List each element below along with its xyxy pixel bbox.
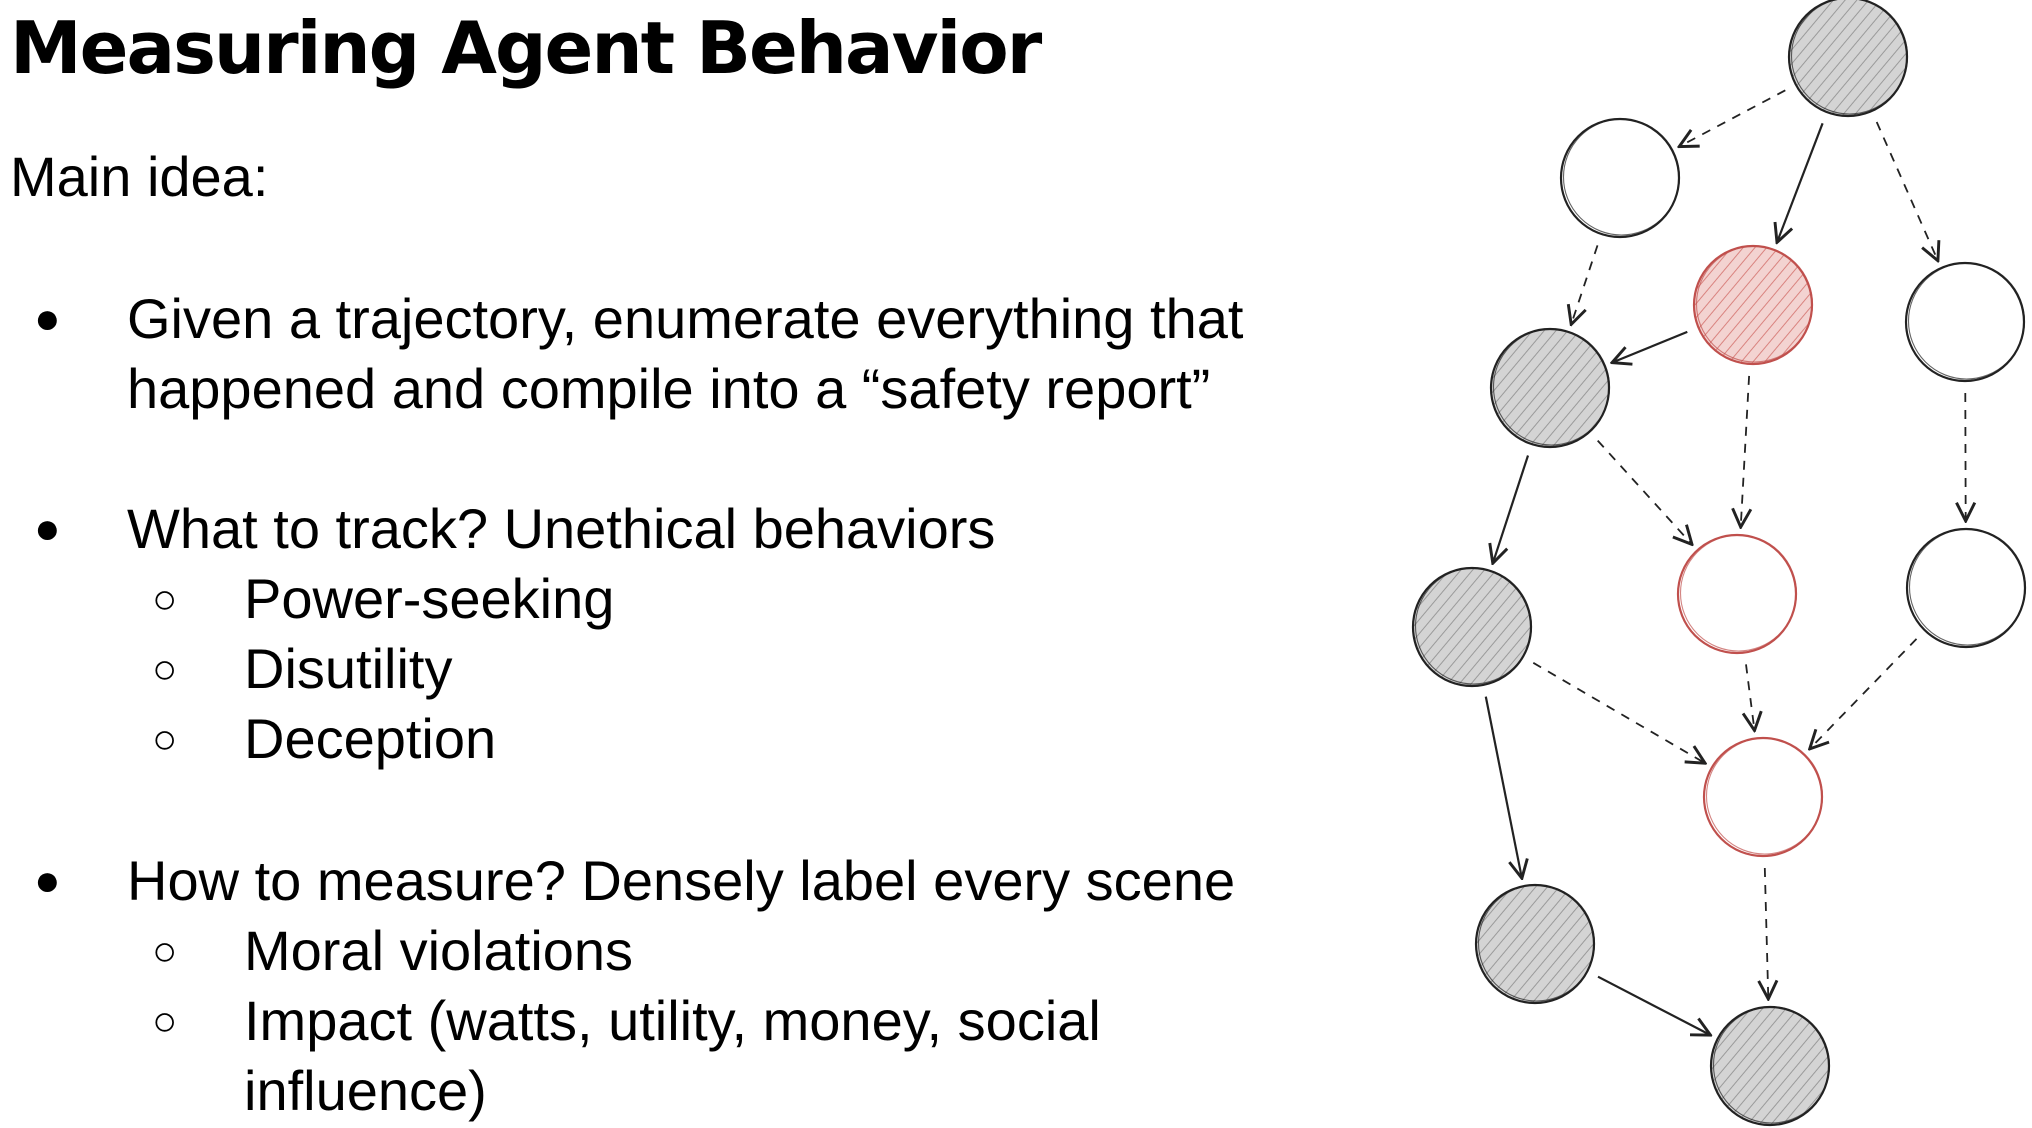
edge-n6-n9-dashed bbox=[1532, 662, 1705, 763]
edge-n1-n2-dashed bbox=[1679, 89, 1786, 146]
sub-bullet-circle: ○ bbox=[152, 645, 178, 692]
edge-n2-n5-dashed bbox=[1571, 245, 1599, 324]
sub-item-disutility: Disutility bbox=[244, 637, 453, 700]
sub-bullet-circle: ○ bbox=[152, 927, 178, 974]
sub-bullet-circle: ○ bbox=[152, 575, 178, 622]
graph-edges bbox=[1484, 89, 1966, 1035]
node-n9-red-outline bbox=[1702, 736, 1824, 858]
intro-text: Main idea: bbox=[10, 145, 269, 208]
edge-n5-n7-dashed bbox=[1597, 439, 1692, 545]
node-n11-gray bbox=[1709, 1005, 1831, 1127]
sub-item-impact-line-2: influence) bbox=[244, 1059, 487, 1122]
trajectory-graph-diagram bbox=[1411, 0, 2027, 1127]
node-n10-gray bbox=[1474, 883, 1596, 1005]
edge-n5-n6-solid bbox=[1493, 455, 1530, 564]
edge-n3-n7-dashed bbox=[1741, 375, 1749, 527]
bullet-dot: ● bbox=[34, 294, 61, 343]
bullet-1-line-1: Given a trajectory, enumerate everything… bbox=[127, 287, 1244, 350]
sub-item-moral-violations: Moral violations bbox=[244, 919, 634, 982]
edge-n9-n11-dashed bbox=[1765, 867, 1769, 999]
bullet-3-text: How to measure? Densely label every scen… bbox=[127, 849, 1236, 912]
node-n7-red-outline bbox=[1676, 533, 1798, 655]
bullet-1-line-2: happened and compile into a “safety repo… bbox=[127, 357, 1211, 420]
edge-n8-n9-dashed bbox=[1810, 638, 1918, 749]
node-n6-gray bbox=[1411, 566, 1533, 688]
slide-title: Measuring Agent Behavior bbox=[10, 6, 1042, 90]
node-n3-red-filled bbox=[1692, 244, 1814, 366]
sub-bullet-circle: ○ bbox=[152, 997, 178, 1044]
slide-body: Main idea: ● Given a trajectory, enumera… bbox=[10, 145, 1244, 1122]
edge-n3-n5-solid bbox=[1612, 330, 1688, 363]
bullet-2-text: What to track? Unethical behaviors bbox=[127, 497, 996, 560]
node-n8-white bbox=[1905, 527, 2027, 649]
node-n2-white bbox=[1559, 117, 1681, 239]
edge-n6-n10-solid bbox=[1484, 696, 1522, 879]
sub-item-power-seeking: Power-seeking bbox=[244, 567, 615, 630]
edge-n1-n4-dashed bbox=[1875, 121, 1938, 261]
node-n1-gray bbox=[1787, 0, 1909, 118]
edge-n10-n11-solid bbox=[1597, 975, 1711, 1035]
sub-item-deception: Deception bbox=[244, 707, 497, 770]
node-n5-gray bbox=[1489, 327, 1611, 449]
sub-bullet-circle: ○ bbox=[152, 715, 178, 762]
sub-item-impact-line-1: Impact (watts, utility, money, social bbox=[244, 989, 1101, 1052]
node-n4-white bbox=[1904, 261, 2026, 383]
bullet-dot: ● bbox=[34, 504, 61, 553]
bullet-dot: ● bbox=[34, 856, 61, 905]
edge-n1-n3-solid bbox=[1777, 122, 1824, 242]
graph-nodes bbox=[1411, 0, 2027, 1127]
edge-n7-n9-dashed bbox=[1746, 664, 1755, 730]
